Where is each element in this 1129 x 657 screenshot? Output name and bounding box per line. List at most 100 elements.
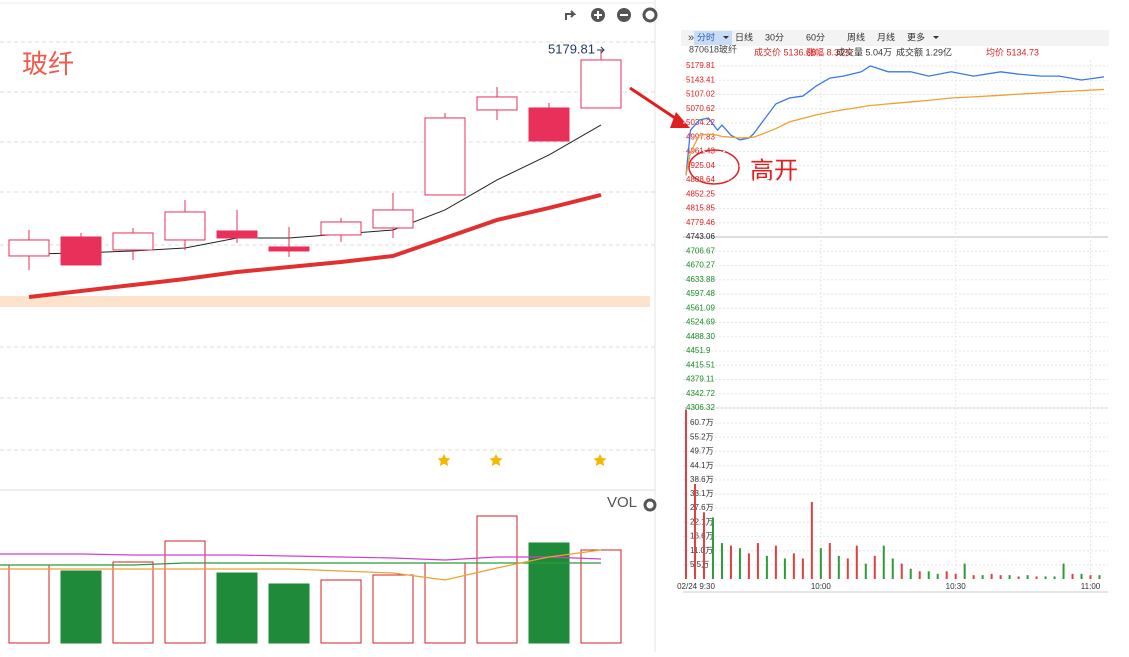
high-label-arrow — [597, 46, 605, 54]
dropdown-caret — [723, 36, 729, 39]
volume-average — [0, 549, 602, 581]
volume-bar — [810, 501, 813, 579]
volume-bar — [783, 558, 786, 579]
candle-body — [528, 107, 570, 142]
volume-bar — [747, 553, 750, 579]
active-tab[interactable] — [694, 31, 732, 45]
volume-bar — [580, 549, 622, 644]
candle-body — [424, 117, 466, 196]
volume-bar — [729, 545, 732, 579]
volume-bar — [1080, 573, 1083, 579]
volume-bar — [882, 545, 885, 579]
volume-bar — [1062, 563, 1065, 579]
y-tick-label: 22.1万 — [690, 517, 714, 526]
y-tick-label: 4524.69 — [686, 318, 715, 327]
price-line — [685, 88, 1105, 176]
highlight-circle — [688, 149, 740, 185]
volume-bar — [702, 512, 705, 579]
y-tick-label: 4743.06 — [686, 232, 715, 241]
settings-icon[interactable] — [642, 7, 658, 23]
y-tick-label: 4925.04 — [686, 161, 715, 170]
volume-bar — [756, 543, 759, 579]
x-tick-label: 10:30 — [946, 582, 967, 591]
tab[interactable]: 日线 — [735, 31, 753, 42]
x-tick-label: 10:00 — [811, 582, 832, 591]
volume-bar — [990, 573, 993, 579]
volume-bar — [801, 558, 804, 579]
quote-item: 成交量 5.04万 — [836, 46, 892, 57]
candle-body — [476, 96, 518, 111]
vol-settings-icon[interactable] — [643, 498, 657, 512]
volume-bar — [320, 579, 362, 644]
volume-bar — [927, 571, 930, 579]
volume-bar — [112, 561, 154, 644]
price-line — [685, 65, 1105, 176]
volume-bar — [476, 515, 518, 644]
volume-bar — [918, 571, 921, 579]
vol-label: VOL — [607, 494, 637, 511]
volume-bar — [945, 571, 948, 579]
volume-bar — [372, 574, 414, 644]
volume-bar — [936, 573, 939, 579]
volume-bar — [891, 558, 894, 579]
y-tick-label: 4306.32 — [686, 403, 715, 412]
volume-bar — [855, 545, 858, 579]
volume-bar — [164, 540, 206, 644]
collapse-icon[interactable]: » — [688, 32, 694, 44]
tab[interactable]: 更多 — [907, 31, 925, 42]
volume-bar — [774, 545, 777, 579]
volume-bar — [216, 572, 258, 644]
annotation: 高开 — [750, 157, 798, 184]
candle-body — [580, 59, 622, 109]
volume-bar — [1044, 576, 1047, 579]
y-tick-label: 4633.88 — [686, 275, 715, 284]
x-tick-label: 11:00 — [1081, 582, 1101, 591]
volume-bar — [1008, 575, 1011, 579]
y-tick-label: 4888.64 — [686, 175, 715, 184]
volume-bar — [1026, 575, 1029, 579]
tab[interactable]: 周线 — [847, 31, 865, 42]
y-tick-label: 55.2万 — [690, 432, 714, 441]
y-tick-label: 5107.02 — [686, 90, 715, 99]
quote-item: 均价 5134.73 — [986, 46, 1039, 57]
volume-bar — [1053, 576, 1056, 579]
y-tick-label: 4415.51 — [686, 360, 715, 369]
candle-body — [164, 211, 206, 241]
volume-bar — [972, 575, 975, 579]
volume-bar — [846, 558, 849, 579]
y-tick-label: 5179.81 — [686, 61, 715, 70]
refresh-icon[interactable] — [565, 10, 577, 20]
y-tick-label: 11.0万 — [690, 546, 713, 555]
volume-bar — [8, 564, 50, 644]
tab[interactable]: 月线 — [877, 31, 895, 42]
star — [437, 454, 451, 466]
signal-stars — [437, 454, 607, 466]
volume-bar — [711, 517, 714, 579]
stock-code: 870618玻纤 — [689, 43, 737, 54]
y-tick-label: 5143.41 — [686, 75, 715, 84]
arrow-head — [670, 112, 690, 128]
icon-glyphs — [594, 11, 628, 19]
quote-item: 成交价 5136.68 — [754, 46, 816, 57]
tab[interactable]: 分时 — [697, 31, 715, 42]
tab[interactable]: 30分 — [765, 32, 784, 42]
tab[interactable]: 60分 — [806, 32, 825, 42]
moving-average — [28, 193, 602, 299]
stock-title: 玻纤 — [22, 49, 74, 79]
volume-bar — [765, 555, 768, 579]
quote-item: 涨幅 8.30% — [806, 46, 852, 57]
y-tick-label: 60.7万 — [690, 418, 714, 427]
volume-bar — [424, 562, 466, 644]
y-tick-label: 4815.85 — [686, 204, 715, 213]
volume-bar — [999, 575, 1002, 579]
high-label: 5179.81 — [548, 41, 595, 56]
daily-panel: 玻纤 VOL — [0, 0, 658, 652]
volume-bar — [981, 575, 984, 579]
y-tick-label: 4451.9 — [686, 346, 711, 355]
candle-body — [216, 230, 258, 239]
y-tick-label: 4597.48 — [686, 289, 715, 298]
volume-bar — [837, 555, 840, 579]
y-tick-label: 4997.83 — [686, 132, 715, 141]
y-tick-label: 4670.27 — [686, 261, 715, 270]
